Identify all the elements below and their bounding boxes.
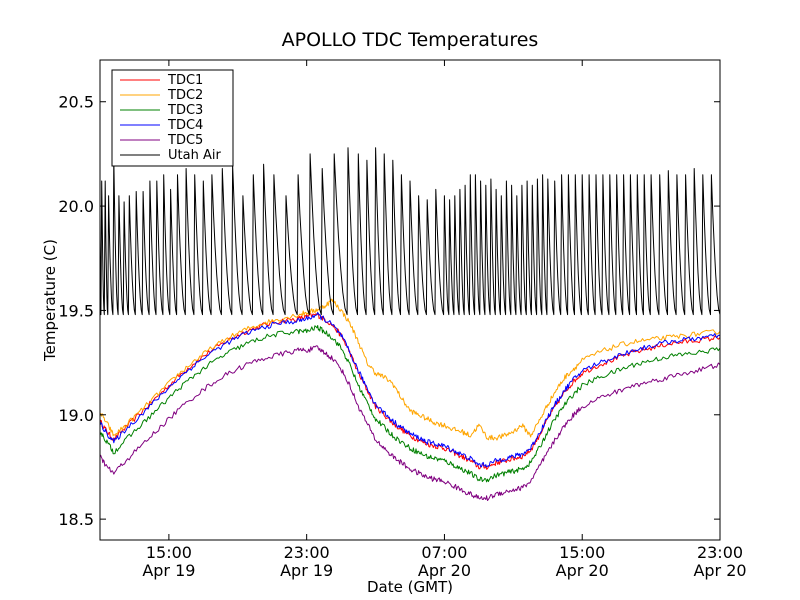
chart-title: APOLLO TDC Temperatures — [282, 29, 539, 51]
x-tick-label-date: Apr 20 — [556, 561, 609, 580]
series-line-tdc3 — [99, 325, 721, 483]
y-axis-label: Temperature (C) — [41, 239, 59, 362]
series-line-tdc5 — [99, 345, 721, 501]
plot-frame — [99, 59, 721, 541]
series-line-tdc2 — [99, 298, 721, 441]
series-line-utah-air — [99, 147, 721, 316]
series-line-tdc1 — [99, 313, 721, 470]
y-tick-label: 18.5 — [58, 510, 94, 529]
legend-frame — [111, 69, 234, 167]
x-tick-label-time: 07:00 — [421, 543, 467, 562]
y-tick-label: 19.5 — [58, 301, 94, 320]
x-axis-label: Date (GMT) — [367, 578, 453, 596]
legend-label-tdc3: TDC3 — [167, 103, 203, 118]
x-tick-label-time: 15:00 — [146, 543, 192, 562]
legend-label-tdc1: TDC1 — [167, 73, 203, 88]
legend-label-utah-air: Utah Air — [168, 148, 221, 163]
x-tick-label-date: Apr 19 — [280, 561, 333, 580]
y-tick-label: 19.0 — [58, 406, 94, 425]
series-line-tdc4 — [99, 312, 721, 468]
x-tick-label-date: Apr 20 — [693, 561, 746, 580]
x-tick-label-date: Apr 19 — [142, 561, 195, 580]
x-tick-label-time: 23:00 — [284, 543, 330, 562]
y-tick-label: 20.5 — [58, 93, 94, 112]
x-tick-label-date: Apr 20 — [418, 561, 471, 580]
x-tick-label-time: 15:00 — [559, 543, 605, 562]
x-tick-label-time: 23:00 — [697, 543, 743, 562]
series-layer — [99, 147, 721, 501]
legend-label-tdc4: TDC4 — [167, 118, 203, 133]
y-tick-label: 20.0 — [58, 197, 94, 216]
y-axis-ticks: 18.5 19.0 19.5 20.0 20.5 — [58, 93, 720, 529]
legend-label-tdc2: TDC2 — [167, 88, 203, 103]
legend-label-tdc5: TDC5 — [167, 133, 203, 148]
